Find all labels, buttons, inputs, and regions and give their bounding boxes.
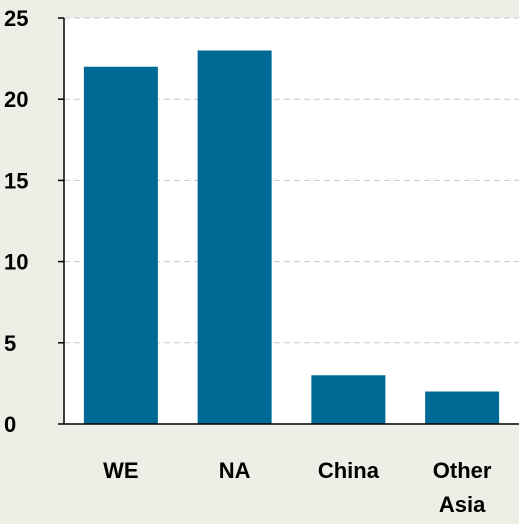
y-tick-label: 20 bbox=[4, 87, 28, 112]
x-category-label: Asia bbox=[439, 492, 486, 517]
x-category-label: NA bbox=[219, 458, 251, 483]
x-category-labels: WE NA China Other Asia bbox=[103, 458, 492, 517]
x-category-label: China bbox=[318, 458, 380, 483]
y-tick-label: 10 bbox=[4, 250, 28, 275]
y-tick-label: 25 bbox=[4, 6, 28, 31]
bars bbox=[83, 50, 500, 424]
bar-we bbox=[83, 66, 158, 424]
y-tick-label: 5 bbox=[4, 331, 16, 356]
bar-na bbox=[197, 50, 272, 424]
y-tick-label: 15 bbox=[4, 168, 28, 193]
bar-other-asia bbox=[425, 391, 500, 424]
y-tick-label: 0 bbox=[4, 412, 16, 437]
bar-china bbox=[311, 375, 386, 424]
x-category-label: Other bbox=[433, 458, 492, 483]
x-category-label: WE bbox=[103, 458, 138, 483]
y-tick-labels: 0 5 10 15 20 25 bbox=[4, 6, 64, 437]
